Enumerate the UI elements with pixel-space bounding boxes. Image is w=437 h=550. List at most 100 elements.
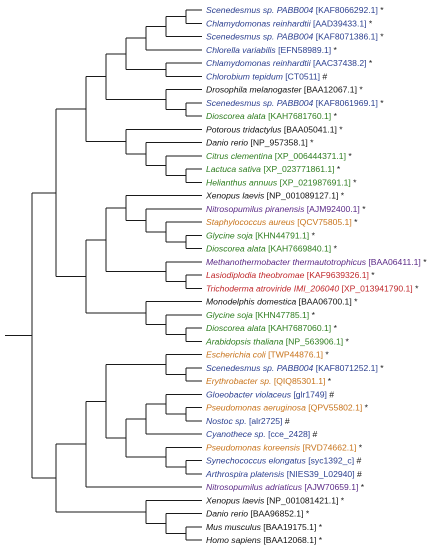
leaf-label: Scenedesmus sp. PABB004 [KAF8066292.1] * bbox=[206, 5, 384, 15]
species-name: Synechococcus elongatus bbox=[206, 456, 307, 466]
accession-id: [CT0511] bbox=[283, 71, 320, 81]
accession-id: [QPV55802.1] bbox=[306, 403, 362, 413]
leaf-marker: * bbox=[362, 403, 368, 413]
leaf-label: Staphylococcus aureus [QCV75805.1] * bbox=[206, 217, 358, 227]
accession-id: [AJM92400.1] bbox=[304, 204, 359, 214]
accession-id: [glr1749] bbox=[291, 389, 327, 399]
leaf-label: Dioscorea alata [KAH7681760.1] * bbox=[206, 111, 338, 121]
leaf-marker: * bbox=[316, 535, 322, 545]
leaf-label: Glycine soja [KHN47785.1] * bbox=[206, 310, 316, 320]
species-name: Chlorella variabilis bbox=[206, 45, 276, 55]
leaf-label: Chlorella variabilis [EFN58989.1] * bbox=[206, 45, 338, 55]
accession-id: [KHN47785.1] bbox=[253, 310, 309, 320]
species-name: Helianthus annuus bbox=[206, 177, 278, 187]
accession-id: [KAF8071252.1] bbox=[313, 363, 378, 373]
leaf-label: Xenopus laevis [NP_001081421.1] * bbox=[205, 495, 345, 505]
species-name: Citrus clementina bbox=[206, 151, 273, 161]
species-name: Xenopus laevis bbox=[205, 191, 265, 201]
species-name: Trichoderma atroviride IMI_206040 bbox=[206, 283, 339, 293]
accession-id: [BAA96852.1] bbox=[248, 509, 303, 519]
accession-id: [AJW70659.1] bbox=[302, 482, 358, 492]
leaf-marker: * bbox=[351, 177, 357, 187]
accession-id: [KAF9639326.1] bbox=[304, 270, 369, 280]
accession-id: [NP_001081421.1] bbox=[264, 495, 338, 505]
species-name: Pseudomonas aeruginosa bbox=[206, 403, 306, 413]
accession-id: [KAH7687060.1] bbox=[266, 323, 331, 333]
leaf-marker: * bbox=[352, 217, 358, 227]
leaf-label: Cyanothece sp. [cce_2428] # bbox=[206, 429, 318, 439]
leaf-label: Nostoc sp. [alr2725] # bbox=[206, 416, 290, 426]
accession-id: [RVD74662.1] bbox=[300, 442, 356, 452]
leaf-marker: * bbox=[338, 191, 344, 201]
accession-id: [NIES39_L02940] bbox=[284, 469, 354, 479]
leaf-marker: * bbox=[357, 85, 363, 95]
species-name: Gloeobacter violaceus bbox=[206, 389, 292, 399]
accession-id: [BAA06411.1] bbox=[366, 257, 421, 267]
species-name: Glycine soja bbox=[206, 310, 253, 320]
leaf-label: Synechococcus elongatus [syc1392_c] # bbox=[206, 456, 361, 466]
leaf-marker: # bbox=[320, 71, 327, 81]
leaf-marker: * bbox=[325, 376, 331, 386]
accession-id: [BAA19175.1] bbox=[261, 522, 316, 532]
leaf-label: Monodelphis domestica [BAA06700.1] * bbox=[206, 297, 358, 307]
species-name: Scenedesmus sp. PABB004 bbox=[206, 363, 314, 373]
leaf-marker: * bbox=[331, 111, 337, 121]
species-name: Chlamydomonas reinhardtii bbox=[206, 18, 312, 28]
accession-id: [BAA12067.1] bbox=[302, 85, 357, 95]
leaf-marker: * bbox=[360, 204, 366, 214]
leaf-label: Nitrosopumilus adriaticus [AJW70659.1] * bbox=[206, 482, 365, 492]
species-name: Danio rerio bbox=[206, 138, 248, 148]
leaf-marker: * bbox=[352, 297, 358, 307]
leaf-marker: * bbox=[308, 138, 314, 148]
species-name: Pseudomonas koreensis bbox=[206, 442, 301, 452]
leaf-marker: * bbox=[356, 442, 362, 452]
leaf-marker: # bbox=[354, 456, 361, 466]
leaf-marker: # bbox=[327, 389, 334, 399]
accession-id: [KAH7669840.1] bbox=[266, 244, 331, 254]
leaf-marker: * bbox=[378, 5, 384, 15]
leaf-label: Pseudomonas aeruginosa [QPV55802.1] * bbox=[206, 403, 369, 413]
accession-id: [cce_2428] bbox=[266, 429, 310, 439]
tree-branches bbox=[5, 9, 202, 541]
leaf-marker: * bbox=[303, 509, 309, 519]
leaf-label: Arthrospira platensis [NIES39_L02940] # bbox=[205, 469, 362, 479]
leaf-label: Danio rerio [NP_957358.1] * bbox=[206, 138, 314, 148]
species-name: Erythrobacter sp. bbox=[206, 376, 271, 386]
leaf-label: Helianthus annuus [XP_021987691.1] * bbox=[206, 177, 357, 187]
leaf-marker: * bbox=[316, 522, 322, 532]
accession-id: [alr2725] bbox=[247, 416, 283, 426]
species-name: Lactuca sativa bbox=[206, 164, 261, 174]
accession-id: [NP_563906.1] bbox=[283, 336, 343, 346]
species-name: Lasiodiplodia theobromae bbox=[206, 270, 305, 280]
species-name: Danio rerio bbox=[206, 509, 248, 519]
leaf-marker: * bbox=[335, 164, 341, 174]
leaf-marker: # bbox=[282, 416, 289, 426]
species-name: Scenedesmus sp. PABB004 bbox=[206, 32, 314, 42]
accession-id: [AAC37438.2] bbox=[311, 58, 367, 68]
accession-id: [KAF8061969.1] bbox=[313, 98, 378, 108]
species-name: Cyanothece sp. bbox=[206, 429, 266, 439]
leaf-marker: * bbox=[367, 58, 373, 68]
species-name: Monodelphis domestica bbox=[206, 297, 297, 307]
accession-id: [KAH7681760.1] bbox=[266, 111, 331, 121]
leaf-marker: * bbox=[369, 270, 375, 280]
species-name: Nitrosopumilus piranensis bbox=[206, 204, 305, 214]
leaf-label: Scenedesmus sp. PABB004 [KAF8061969.1] * bbox=[206, 98, 384, 108]
species-name: Arthrospira platensis bbox=[205, 469, 285, 479]
leaf-label: Dioscorea alata [KAH7687060.1] * bbox=[206, 323, 338, 333]
species-name: Xenopus laevis bbox=[205, 495, 265, 505]
leaf-marker: * bbox=[378, 98, 384, 108]
leaf-marker: * bbox=[331, 323, 337, 333]
leaf-marker: * bbox=[421, 257, 427, 267]
accession-id: [NP_957358.1] bbox=[248, 138, 308, 148]
species-name: Dioscorea alata bbox=[206, 111, 266, 121]
accession-id: [EFN58989.1] bbox=[276, 45, 331, 55]
species-name: Mus musculus bbox=[206, 522, 262, 532]
leaf-marker: # bbox=[310, 429, 317, 439]
leaf-marker: * bbox=[331, 244, 337, 254]
leaf-label: Nitrosopumilus piranensis [AJM92400.1] * bbox=[206, 204, 366, 214]
leaf-label: Trichoderma atroviride IMI_206040 [XP_01… bbox=[206, 283, 419, 293]
accession-id: [AAD39433.1] bbox=[311, 18, 367, 28]
leaf-label: Potorous tridactylus [BAA05041.1] * bbox=[206, 124, 343, 134]
species-name: Nostoc sp. bbox=[206, 416, 247, 426]
